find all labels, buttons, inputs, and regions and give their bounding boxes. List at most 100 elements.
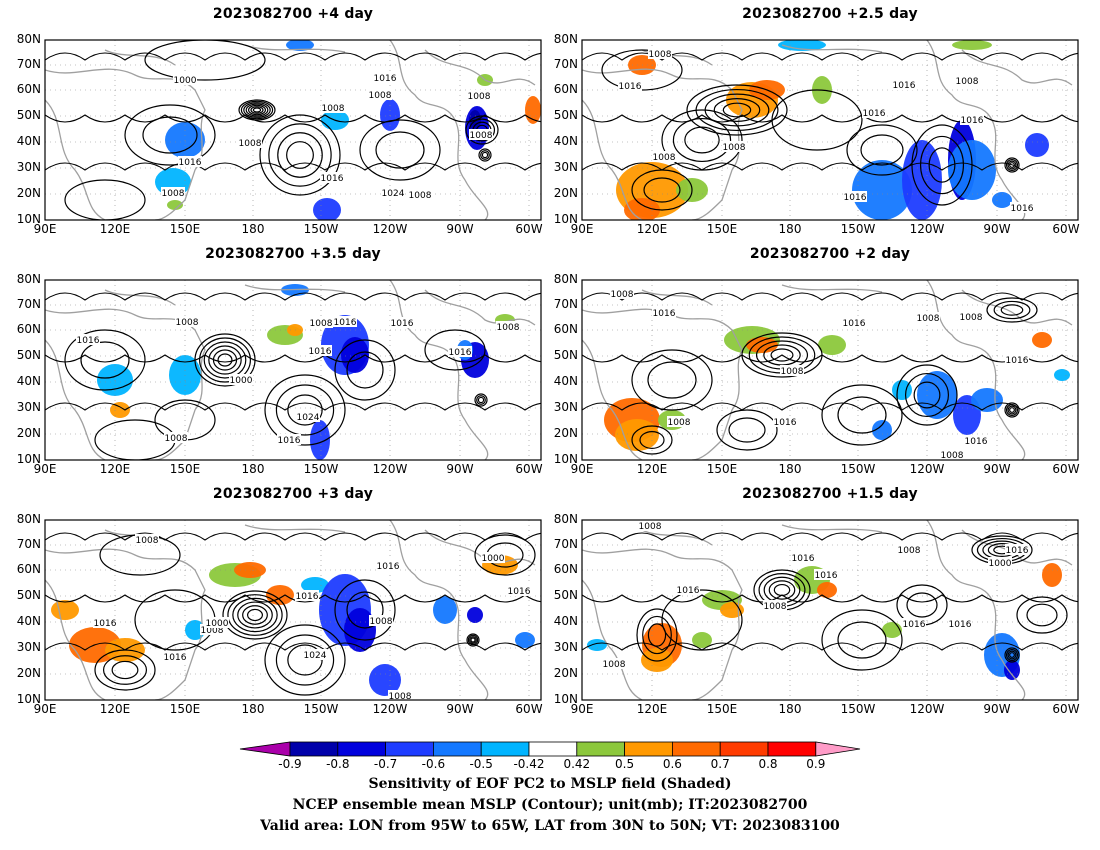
longitude-label: 150E — [169, 702, 201, 716]
colorbar-tick-label: -0.8 — [326, 757, 350, 771]
isobar-contour — [222, 590, 288, 640]
isobar-pressure-label: 1008 — [239, 139, 262, 149]
isobar-pressure-label: 1008 — [369, 91, 392, 101]
colorbar-end-high — [815, 741, 861, 757]
isobar-contour — [686, 84, 788, 136]
isobar-pressure-label: 1008 — [723, 143, 746, 153]
isobar-pressure-label: 1016 — [377, 562, 400, 572]
isobar-contour — [217, 353, 233, 367]
isobar-contour — [248, 104, 267, 116]
isobar-contour — [986, 297, 1038, 323]
latitude-label: 70N — [553, 537, 578, 551]
longitude-label: 90W — [446, 702, 474, 716]
latitude-label: 30N — [16, 400, 41, 414]
isobar-pressure-label: 1008 — [956, 77, 979, 87]
isobar-contour — [906, 592, 938, 618]
isobar-contour — [1004, 402, 1020, 418]
sensitivity-shading — [313, 198, 341, 220]
longitude-label: 90E — [33, 702, 57, 716]
isobar-contour — [250, 106, 264, 114]
latitude-label: 80N — [553, 32, 578, 46]
latitude-label: 30N — [553, 640, 578, 654]
isobar-contour — [208, 345, 242, 375]
latitude-label: 50N — [16, 348, 41, 362]
isobar-contour — [728, 417, 766, 443]
latitude-label: 40N — [16, 374, 41, 388]
longitude-label: 150W — [303, 222, 339, 236]
isobar-contour — [928, 147, 956, 183]
latitude-label: 70N — [16, 297, 41, 311]
isobar-pressure-label: 1024 — [382, 189, 405, 199]
colorbar-segment — [289, 741, 339, 757]
sensitivity-shading — [1042, 563, 1062, 587]
isobar-pressure-label: 1008 — [941, 451, 964, 461]
longitude-label: 150E — [706, 462, 738, 476]
isobar-pressure-label: 1008 — [322, 104, 345, 114]
colorbar-tick-label: 0.7 — [710, 757, 730, 771]
isobar-pressure-label: 1024 — [304, 651, 327, 661]
longitude-label: 180 — [778, 462, 802, 476]
longitude-label: 120W — [909, 222, 945, 236]
isobar-contour — [904, 372, 950, 418]
isobar-pressure-label: 1008 — [468, 92, 491, 102]
colorbar-tick-label: 0.8 — [758, 757, 778, 771]
sensitivity-shading — [1032, 332, 1052, 348]
isobar-contour — [716, 409, 778, 451]
isobar-pressure-label: 1008 — [370, 617, 393, 627]
latitude-label: 10N — [553, 212, 578, 226]
longitude-label: 90W — [446, 222, 474, 236]
isobar-contour — [684, 126, 720, 154]
isobar-contour — [466, 633, 480, 647]
isobar-contour — [1004, 647, 1020, 663]
isobar-contour — [45, 642, 541, 651]
map-panel: 1008 1008 1016 1016 1016 1008 1008 1016 1016 1016 — [581, 39, 1079, 221]
coastline — [582, 308, 743, 460]
sensitivity-shading — [433, 596, 457, 624]
latitude-label: 20N — [553, 666, 578, 680]
sensitivity-shading — [344, 608, 376, 652]
isobar-contour — [478, 148, 492, 162]
colorbar-segment — [385, 741, 434, 757]
sensitivity-shading — [1025, 133, 1049, 157]
sensitivity-shading — [641, 648, 673, 672]
longitude-label: 150W — [303, 702, 339, 716]
isobar-contour — [476, 395, 486, 405]
longitude-label: 150E — [169, 462, 201, 476]
isobar-contour — [45, 532, 541, 541]
isobar-pressure-label: 1016 — [94, 619, 117, 629]
latitude-label: 50N — [553, 108, 578, 122]
sensitivity-shading — [992, 192, 1012, 208]
isobar-pressure-label: 1008 — [603, 660, 626, 670]
isobar-contour — [474, 534, 536, 576]
panel-title: 2023082700 +2 day — [749, 246, 911, 262]
isobar-pressure-label: 1016 — [677, 586, 700, 596]
isobar-contour — [264, 624, 346, 696]
coastline — [45, 308, 206, 460]
colorbar-segment — [432, 741, 482, 757]
latitude-label: 10N — [16, 692, 41, 706]
isobar-pressure-label: 1016 — [391, 319, 414, 329]
longitude-label: 90E — [33, 222, 57, 236]
isobar-contour — [846, 124, 918, 176]
isobar-contour — [268, 123, 332, 187]
colorbar-tick-label: 0.6 — [662, 757, 682, 771]
latitude-label: 50N — [553, 588, 578, 602]
isobar-contour — [481, 151, 489, 159]
isobar-contour — [142, 116, 198, 154]
longitude-label: 180 — [241, 222, 265, 236]
isobar-contour — [1007, 160, 1017, 170]
isobar-contour — [470, 637, 476, 643]
latitude-label: 80N — [16, 32, 41, 46]
isobar-pressure-label: 1016 — [961, 116, 984, 126]
colorbar-tick-label: -0.5 — [469, 757, 493, 771]
longitude-label: 60W — [1052, 462, 1080, 476]
sensitivity-shading — [872, 420, 892, 440]
isobar-contour — [238, 99, 276, 121]
isobar-contour — [80, 341, 130, 379]
colorbar-tick-label: 0.5 — [615, 757, 635, 771]
coastline — [104, 44, 346, 66]
latitude-label: 60N — [553, 82, 578, 96]
longitude-label: 90W — [446, 462, 474, 476]
